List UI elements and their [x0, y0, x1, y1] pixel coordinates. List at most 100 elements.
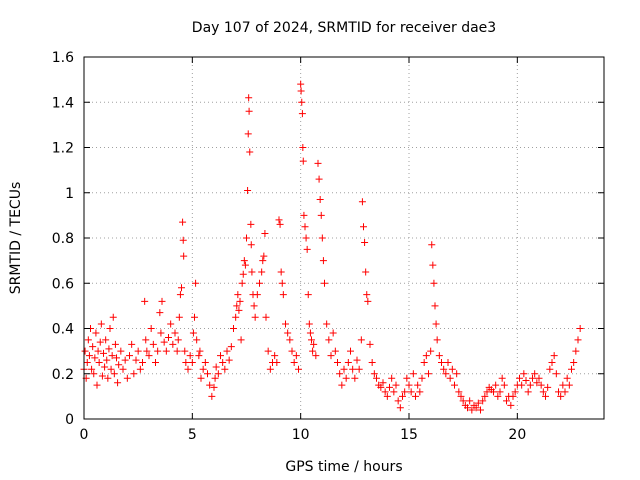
- data-point: [548, 358, 556, 366]
- data-point: [214, 370, 222, 378]
- data-point: [98, 372, 106, 380]
- data-point: [481, 392, 489, 400]
- data-point: [396, 404, 404, 412]
- data-point: [241, 261, 249, 269]
- data-point: [232, 313, 240, 321]
- data-point: [298, 98, 306, 106]
- data-point: [310, 340, 318, 348]
- data-point: [430, 279, 438, 287]
- data-point: [109, 313, 117, 321]
- data-point: [433, 336, 441, 344]
- data-point: [446, 374, 454, 382]
- data-point: [394, 397, 402, 405]
- data-point: [94, 347, 102, 355]
- data-point: [314, 159, 322, 167]
- data-point: [344, 358, 352, 366]
- data-point: [83, 358, 91, 366]
- x-tick-label: 0: [80, 427, 89, 443]
- data-point: [196, 347, 204, 355]
- data-point: [180, 252, 188, 260]
- data-point: [347, 347, 354, 355]
- axis-ticks: [83, 56, 604, 420]
- data-point: [147, 325, 155, 332]
- data-point: [299, 144, 307, 151]
- data-point: [96, 338, 104, 346]
- data-point: [466, 397, 474, 405]
- data-point: [158, 297, 166, 305]
- data-point: [157, 329, 165, 337]
- data-point: [308, 336, 315, 344]
- data-point: [559, 381, 567, 389]
- data-point: [570, 358, 578, 366]
- data-point: [561, 388, 569, 396]
- data-point: [524, 388, 532, 396]
- data-point: [451, 381, 458, 389]
- data-point: [572, 347, 580, 355]
- data-point: [117, 347, 125, 355]
- data-point: [292, 352, 300, 360]
- data-point: [370, 370, 378, 378]
- data-point: [245, 94, 253, 102]
- data-point: [302, 234, 310, 242]
- data-point: [361, 239, 369, 247]
- data-point: [516, 374, 523, 382]
- data-point: [425, 370, 432, 378]
- data-point: [210, 383, 218, 391]
- data-point: [338, 381, 346, 389]
- data-point: [438, 358, 445, 366]
- data-point: [132, 356, 140, 364]
- data-point: [364, 297, 372, 305]
- data-point: [154, 347, 162, 355]
- data-point: [403, 374, 411, 382]
- data-point: [537, 381, 545, 389]
- data-point: [539, 388, 547, 396]
- data-point: [428, 241, 436, 249]
- data-point: [531, 370, 539, 378]
- data-point: [329, 329, 337, 337]
- data-point: [126, 352, 133, 360]
- data-point: [474, 399, 482, 407]
- data-point: [193, 336, 201, 344]
- data-point: [297, 80, 305, 88]
- data-point: [173, 347, 181, 355]
- data-point: [490, 388, 497, 396]
- data-point: [178, 284, 185, 292]
- data-point: [520, 370, 528, 378]
- data-point: [128, 340, 136, 348]
- data-point: [321, 279, 328, 287]
- data-point: [169, 340, 177, 348]
- data-point: [84, 336, 92, 344]
- data-point: [97, 320, 105, 328]
- data-point: [327, 352, 335, 360]
- data-point: [115, 361, 123, 369]
- data-point: [225, 356, 233, 364]
- data-point: [420, 358, 428, 366]
- data-point: [162, 347, 170, 355]
- data-point: [107, 365, 115, 373]
- data-point: [379, 379, 387, 387]
- data-point: [331, 347, 339, 355]
- data-point: [167, 320, 175, 328]
- data-point: [219, 358, 227, 366]
- data-point: [123, 374, 131, 382]
- data-point: [250, 302, 258, 310]
- data-point: [479, 397, 487, 405]
- x-tick-labels: 0 5 10 15 20: [80, 427, 527, 443]
- data-point: [472, 404, 480, 412]
- data-point: [526, 381, 534, 389]
- data-point: [306, 329, 314, 337]
- data-point: [258, 268, 266, 276]
- data-point: [141, 297, 149, 305]
- data-point: [405, 381, 413, 389]
- data-point: [301, 223, 309, 231]
- data-point: [412, 392, 419, 400]
- data-point: [414, 381, 422, 389]
- x-tick-label: 5: [188, 427, 197, 443]
- data-point: [305, 320, 313, 328]
- data-point: [223, 347, 231, 355]
- data-point: [386, 383, 393, 391]
- data-point: [390, 388, 398, 396]
- data-point: [93, 381, 101, 389]
- data-point: [81, 347, 89, 355]
